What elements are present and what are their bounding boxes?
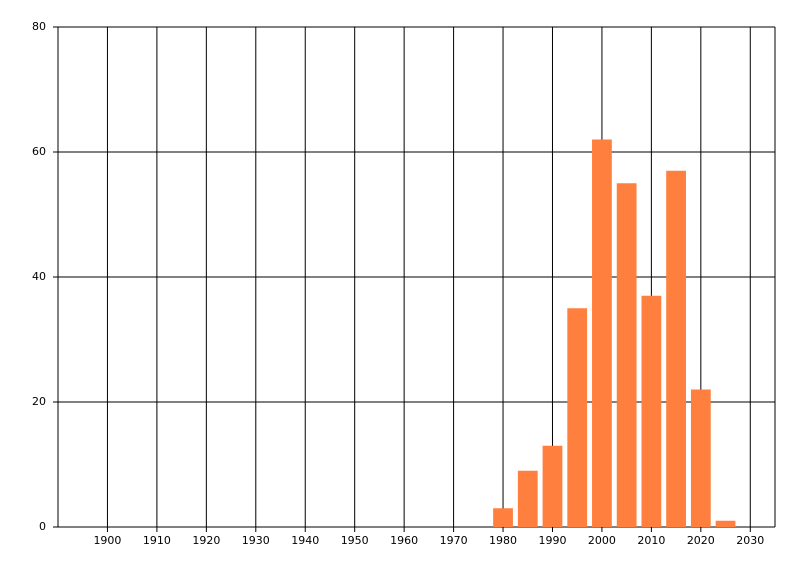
x-tick-label: 2010 (637, 534, 665, 547)
x-tick-label: 1960 (390, 534, 418, 547)
y-tick-label: 80 (32, 20, 46, 33)
x-tick-label: 1940 (291, 534, 319, 547)
bar (641, 295, 662, 527)
bar (715, 520, 736, 527)
x-tick-label: 2020 (687, 534, 715, 547)
x-tick-label: 2000 (588, 534, 616, 547)
x-tick-label: 1950 (341, 534, 369, 547)
bar (542, 445, 563, 527)
x-tick-label: 1970 (440, 534, 468, 547)
x-tick-label: 1930 (242, 534, 270, 547)
bar (690, 389, 711, 527)
y-tick-label: 20 (32, 395, 46, 408)
x-tick-label: 1990 (538, 534, 566, 547)
x-tick-label: 1980 (489, 534, 517, 547)
y-tick-label: 40 (32, 270, 46, 283)
x-tick-label: 1920 (192, 534, 220, 547)
bar (592, 139, 612, 527)
bar (517, 470, 538, 527)
x-tick-label: 1900 (93, 534, 121, 547)
y-tick-label: 0 (39, 520, 46, 533)
bar (493, 508, 513, 527)
y-tick-label: 60 (32, 145, 46, 158)
x-tick-label: 2030 (736, 534, 764, 547)
bar (666, 170, 686, 527)
bar (616, 183, 637, 527)
x-tick-label: 1910 (143, 534, 171, 547)
bar (567, 308, 588, 527)
